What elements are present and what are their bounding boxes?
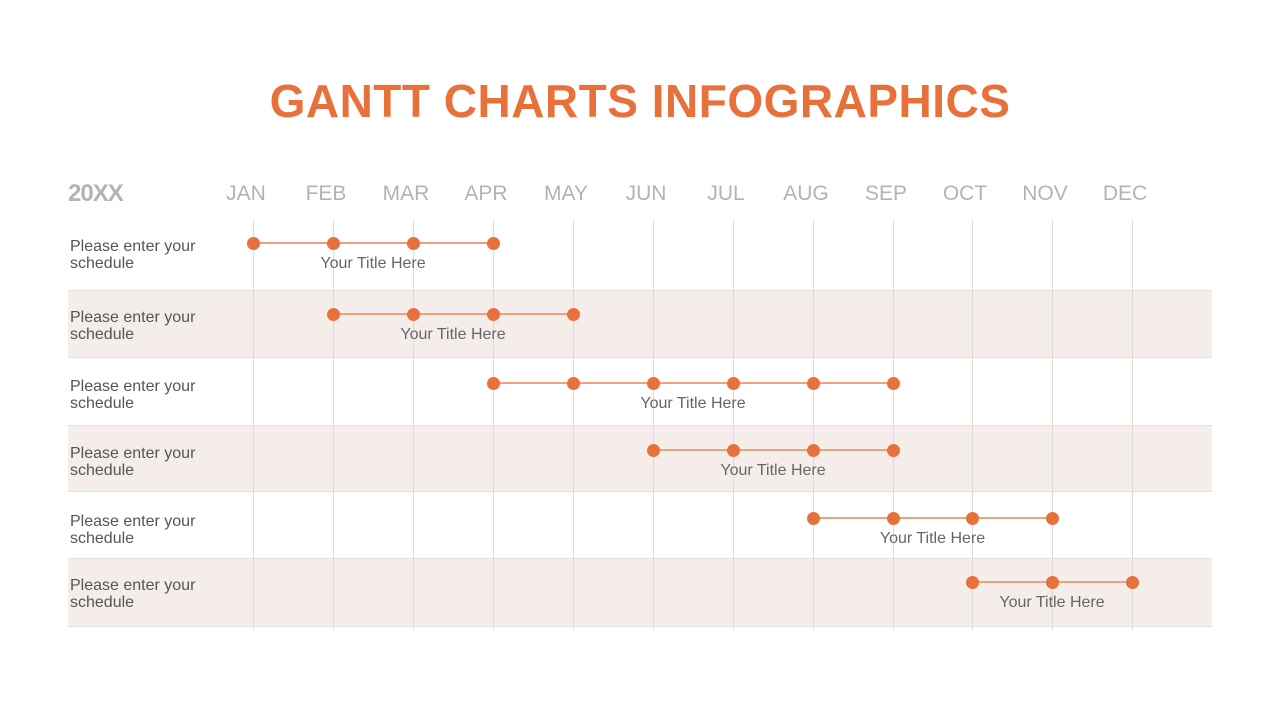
grid-line	[253, 220, 254, 630]
grid-line	[1132, 220, 1133, 630]
task-title: Your Title Here	[999, 594, 1105, 611]
milestone-dot[interactable]	[965, 575, 979, 589]
task-title: Your Title Here	[640, 395, 746, 412]
row-label: Please enter your schedule	[70, 309, 196, 343]
milestone-dot[interactable]	[886, 443, 900, 457]
row-band	[68, 290, 1212, 358]
milestone-dot[interactable]	[806, 376, 820, 390]
milestone-dot[interactable]	[886, 511, 900, 525]
milestone-dot[interactable]	[806, 443, 820, 457]
milestone-dot[interactable]	[886, 376, 900, 390]
month-header-aug: AUG	[783, 182, 829, 205]
milestone-dot[interactable]	[246, 236, 260, 250]
milestone-dot[interactable]	[1045, 511, 1059, 525]
milestone-dot[interactable]	[326, 307, 340, 321]
grid-line	[893, 220, 894, 630]
milestone-dot[interactable]	[566, 307, 580, 321]
task-bar[interactable]	[493, 382, 893, 384]
milestone-dot[interactable]	[726, 443, 740, 457]
task-title: Your Title Here	[320, 255, 426, 272]
milestone-dot[interactable]	[965, 511, 979, 525]
month-header-jun: JUN	[625, 182, 667, 205]
page-title: GANTT CHARTS INFOGRAPHICS	[269, 75, 1011, 127]
row-band	[68, 558, 1212, 627]
month-header-sep: SEP	[864, 182, 908, 205]
task-bar[interactable]	[813, 517, 1052, 519]
grid-line	[493, 220, 494, 630]
month-header-feb: FEB	[305, 182, 347, 205]
month-header-oct: OCT	[942, 182, 988, 205]
milestone-dot[interactable]	[1125, 575, 1139, 589]
grid-line	[653, 220, 654, 630]
milestone-dot[interactable]	[486, 236, 500, 250]
task-bar[interactable]	[253, 242, 493, 244]
task-title: Your Title Here	[720, 462, 826, 479]
milestone-dot[interactable]	[566, 376, 580, 390]
task-bar[interactable]	[333, 313, 573, 315]
row-label: Please enter your schedule	[70, 445, 196, 479]
milestone-dot[interactable]	[1045, 575, 1059, 589]
grid-line	[333, 220, 334, 630]
month-header-nov: NOV	[1022, 182, 1068, 205]
task-title: Your Title Here	[400, 326, 506, 343]
task-bar[interactable]	[653, 449, 893, 451]
row-label: Please enter your schedule	[70, 513, 196, 547]
milestone-dot[interactable]	[646, 443, 660, 457]
milestone-dot[interactable]	[806, 511, 820, 525]
row-band	[68, 425, 1212, 492]
milestone-dot[interactable]	[486, 376, 500, 390]
month-header-dec: DEC	[1102, 182, 1148, 205]
month-header-mar: MAR	[382, 182, 430, 205]
task-title: Your Title Here	[879, 530, 986, 547]
year-label: 20XX	[68, 180, 124, 207]
milestone-dot[interactable]	[646, 376, 660, 390]
milestone-dot[interactable]	[726, 376, 740, 390]
month-header-apr: APR	[464, 182, 508, 205]
grid-line	[1052, 220, 1053, 630]
month-header-jul: JUL	[707, 182, 745, 205]
row-label: Please enter your schedule	[70, 378, 196, 412]
grid-line	[413, 220, 414, 630]
grid-line	[573, 220, 574, 630]
row-label: Please enter your schedule	[70, 238, 196, 272]
milestone-dot[interactable]	[486, 307, 500, 321]
grid-line	[813, 220, 814, 630]
grid-line	[733, 220, 734, 630]
milestone-dot[interactable]	[406, 307, 420, 321]
row-label: Please enter your schedule	[70, 577, 196, 611]
grid-line	[972, 220, 973, 630]
month-header-may: MAY	[544, 182, 588, 205]
milestone-dot[interactable]	[326, 236, 340, 250]
month-header-jan: JAN	[226, 182, 266, 205]
milestone-dot[interactable]	[406, 236, 420, 250]
